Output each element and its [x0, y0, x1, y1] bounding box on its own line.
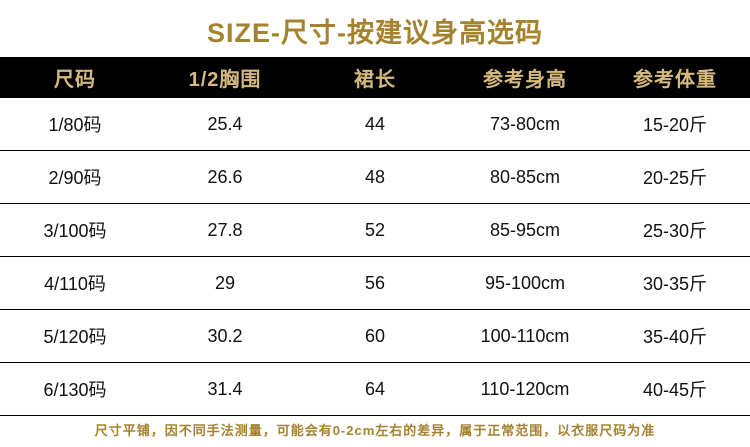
- table-cell: 30.2: [150, 309, 300, 363]
- table-cell: 5/120码: [0, 309, 150, 363]
- table-cell: 85-95cm: [450, 203, 600, 257]
- table-cell: 73-80cm: [450, 98, 600, 151]
- table-cell: 100-110cm: [450, 309, 600, 363]
- table-cell: 40-45斤: [600, 362, 750, 416]
- table-cell: 6/130码: [0, 362, 150, 416]
- table-cell: 60: [300, 309, 450, 363]
- table-cell: 30-35斤: [600, 256, 750, 310]
- footnote: 尺寸平铺，因不同手法测量，可能会有0-2cm左右的差异，属于正常范围，以衣服尺码…: [94, 423, 656, 438]
- column-header-size: 尺码: [0, 57, 150, 98]
- table-row: 1/80码 25.4 44 73-80cm 15-20斤: [0, 98, 750, 151]
- table-row: 6/130码 31.4 64 110-120cm 40-45斤: [0, 362, 750, 416]
- table-body: 1/80码 25.4 44 73-80cm 15-20斤 2/90码 26.6 48 80-85…: [0, 98, 750, 416]
- table-cell: 29: [150, 256, 300, 310]
- table-cell: 1/80码: [0, 98, 150, 151]
- table-cell: 25-30斤: [600, 203, 750, 257]
- table-cell: 26.6: [150, 150, 300, 204]
- table-cell: 15-20斤: [600, 98, 750, 151]
- column-header-reference-weight: 参考体重: [600, 57, 750, 98]
- table-cell: 31.4: [150, 362, 300, 416]
- size-chart-page: SIZE-尺寸-按建议身高选码 尺码 1/2胸围 裙长 参考身高 参考体重 1/…: [0, 18, 750, 438]
- page-title: SIZE-尺寸-按建议身高选码: [207, 18, 543, 48]
- size-table: 尺码 1/2胸围 裙长 参考身高 参考体重 1/80码 25.4 44 73-80cm…: [0, 57, 750, 416]
- table-cell: 3/100码: [0, 203, 150, 257]
- table-header-row: 尺码 1/2胸围 裙长 参考身高 参考体重: [0, 57, 750, 98]
- table-cell: 95-100cm: [450, 256, 600, 310]
- table-cell: 4/110码: [0, 256, 150, 310]
- table-cell: 48: [300, 150, 450, 204]
- table-cell: 27.8: [150, 203, 300, 257]
- table-cell: 80-85cm: [450, 150, 600, 204]
- table-cell: 56: [300, 256, 450, 310]
- table-row: 4/110码 29 56 95-100cm 30-35斤: [0, 256, 750, 310]
- table-row: 2/90码 26.6 48 80-85cm 20-25斤: [0, 150, 750, 204]
- table-cell: 25.4: [150, 98, 300, 151]
- column-header-skirt-length: 裙长: [300, 57, 450, 98]
- table-cell: 20-25斤: [600, 150, 750, 204]
- column-header-reference-height: 参考身高: [450, 57, 600, 98]
- table-cell: 35-40斤: [600, 309, 750, 363]
- table-row: 3/100码 27.8 52 85-95cm 25-30斤: [0, 203, 750, 257]
- table-cell: 64: [300, 362, 450, 416]
- table-row: 5/120码 30.2 60 100-110cm 35-40斤: [0, 309, 750, 363]
- column-header-half-chest: 1/2胸围: [150, 57, 300, 98]
- table-cell: 110-120cm: [450, 362, 600, 416]
- table-cell: 2/90码: [0, 150, 150, 204]
- table-cell: 52: [300, 203, 450, 257]
- table-cell: 44: [300, 98, 450, 151]
